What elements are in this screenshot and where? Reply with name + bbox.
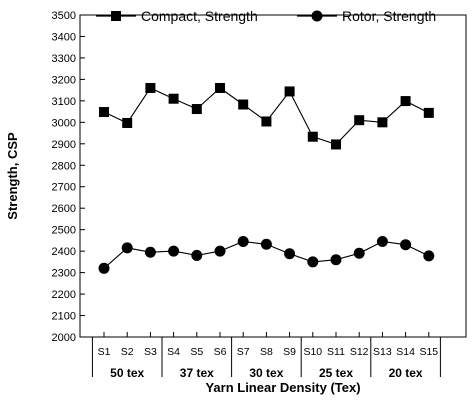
- legend: Compact, Strength Rotor, Strength: [96, 8, 436, 24]
- group-label: 30 tex: [249, 366, 283, 380]
- y-tick-label: 2200: [52, 289, 76, 301]
- legend-label-compact: Compact, Strength: [141, 8, 258, 24]
- data-point-rotor: [191, 249, 203, 261]
- x-category-label: S1: [98, 346, 111, 358]
- y-tick-label: 3300: [52, 53, 76, 65]
- x-category-label: S9: [283, 346, 296, 358]
- data-point-rotor: [121, 242, 133, 254]
- data-point-rotor: [423, 250, 435, 262]
- x-category-label: S6: [214, 346, 227, 358]
- y-axis-title: Strength, CSP: [5, 132, 20, 220]
- y-tick-label: 2700: [52, 182, 76, 194]
- data-point-compact: [354, 115, 365, 126]
- x-category-label: S13: [373, 346, 392, 358]
- data-point-rotor: [400, 239, 412, 251]
- data-point-compact: [168, 93, 179, 104]
- y-tick-label: 3000: [52, 117, 76, 129]
- x-category-label: S10: [303, 346, 322, 358]
- x-category-label: S8: [260, 346, 273, 358]
- y-tick-label: 2800: [52, 160, 76, 172]
- y-tick-label: 2400: [52, 246, 76, 258]
- legend-marker-square: [111, 11, 121, 21]
- group-label: 37 tex: [180, 366, 214, 380]
- x-axis-categories: S1 S2 S3 S4 S5 S6 S7 S8 S9 S10 S11 S12 S13 S14 S15: [98, 332, 438, 358]
- y-tick-label: 2900: [52, 139, 76, 151]
- plot-axes: [79, 14, 467, 338]
- data-point-compact: [284, 86, 295, 97]
- data-point-compact: [215, 82, 225, 93]
- y-tick-label: 2500: [52, 225, 76, 237]
- data-point-rotor: [144, 246, 156, 258]
- y-tick-label: 3100: [52, 96, 76, 108]
- data-point-compact: [122, 117, 133, 128]
- x-category-label: S7: [237, 346, 250, 358]
- legend-label-rotor: Rotor, Strength: [342, 8, 436, 24]
- data-point-compact: [99, 107, 109, 118]
- x-category-label: S11: [327, 346, 345, 358]
- data-point-rotor: [284, 248, 296, 260]
- y-tick-label: 3400: [52, 31, 76, 43]
- data-point-rotor: [237, 235, 249, 247]
- y-tick-label: 3500: [52, 10, 76, 22]
- data-point-rotor: [330, 254, 342, 266]
- x-category-label: S2: [121, 346, 134, 358]
- y-tick-label: 2000: [52, 332, 76, 344]
- data-point-rotor: [168, 245, 180, 257]
- x-axis-title: Yarn Linear Density (Tex): [205, 380, 360, 395]
- y-tick-label: 2300: [52, 268, 76, 280]
- group-label: 25 tex: [319, 366, 353, 380]
- x-category-label: S14: [396, 346, 415, 358]
- data-point-compact: [331, 139, 341, 150]
- data-point-compact: [400, 96, 411, 107]
- data-point-rotor: [376, 235, 388, 247]
- x-category-label: S15: [419, 346, 438, 358]
- data-point-rotor: [260, 238, 272, 250]
- data-point-rotor: [214, 245, 226, 257]
- x-category-label: S3: [144, 346, 157, 358]
- data-point-rotor: [307, 256, 319, 268]
- legend-item-compact: Compact, Strength: [96, 8, 258, 24]
- legend-marker-circle: [311, 10, 323, 22]
- x-category-label: S12: [350, 346, 369, 358]
- data-point-compact: [377, 117, 388, 128]
- legend-item-rotor: Rotor, Strength: [297, 8, 436, 24]
- data-point-compact: [261, 116, 272, 127]
- group-label: 20 tex: [389, 366, 423, 380]
- group-label: 50 tex: [110, 366, 144, 380]
- series-layer: [98, 82, 435, 274]
- x-category-label: S4: [167, 346, 180, 358]
- y-axis-ticks: 2000 2100 2200 2300 2400 2500 2600 2700 2800 2900…: [52, 10, 85, 344]
- series-line-compact: [103, 87, 430, 146]
- plot-frame: [79, 14, 467, 338]
- data-point-rotor: [353, 247, 365, 259]
- data-point-compact: [191, 104, 202, 115]
- data-point-compact: [307, 131, 318, 142]
- y-tick-label: 2600: [52, 203, 76, 215]
- data-point-compact: [423, 107, 434, 118]
- y-tick-label: 2100: [52, 311, 76, 323]
- data-point-rotor: [98, 262, 110, 274]
- y-tick-label: 3200: [52, 74, 76, 86]
- x-axis-groups: 50 tex 37 tex 30 tex 25 tex 20 tex: [91, 337, 441, 380]
- data-point-compact: [145, 82, 156, 93]
- data-point-compact: [238, 99, 249, 110]
- x-category-label: S5: [190, 346, 203, 358]
